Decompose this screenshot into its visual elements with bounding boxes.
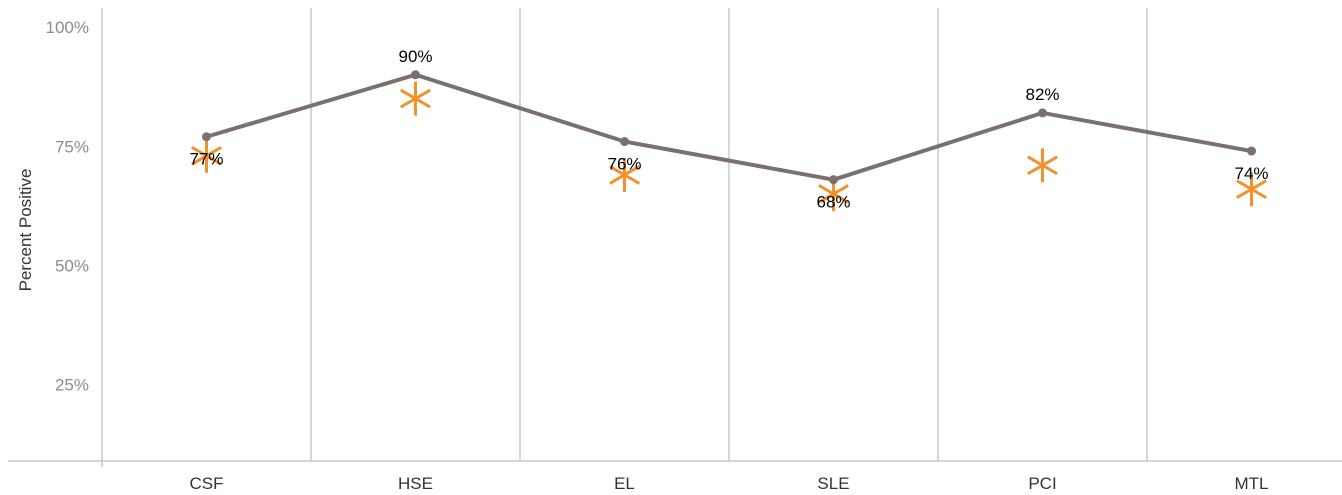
- asterisk-marker: [1027, 148, 1058, 183]
- data-point: [829, 175, 838, 185]
- asterisk-stroke: [400, 88, 431, 109]
- y-tick-label: 75%: [55, 137, 89, 156]
- data-point: [411, 70, 420, 80]
- y-axis-label: Percent Positive: [16, 169, 35, 292]
- x-tick-label: SLE: [817, 474, 849, 493]
- y-tick-label: 50%: [55, 256, 89, 275]
- asterisk-marker: [609, 157, 640, 192]
- asterisk-stroke: [191, 146, 222, 166]
- data-point: [202, 132, 211, 142]
- data-label: 74%: [1234, 164, 1268, 183]
- x-ticks: CSF HSE EL SLE PCI MTL: [190, 474, 1269, 493]
- asterisk-marker: [400, 81, 431, 116]
- asterisk-stroke: [818, 184, 849, 204]
- x-tick-label: CSF: [190, 474, 224, 493]
- asterisk-stroke: [1236, 179, 1267, 199]
- data-point: [1038, 108, 1047, 118]
- asterisk-stroke: [609, 165, 640, 185]
- x-tick-label: HSE: [398, 474, 433, 493]
- y-tick-label: 25%: [55, 376, 89, 395]
- data-label: 68%: [816, 193, 850, 212]
- data-label: 82%: [1025, 85, 1059, 104]
- y-ticks: 100% 75% 50% 25%: [46, 18, 89, 395]
- asterisk-marker: [1236, 172, 1267, 207]
- data-labels: 77% 90% 76% 68% 82% 74%: [189, 47, 1268, 212]
- data-label: 77%: [189, 150, 223, 169]
- x-tick-label: PCI: [1028, 474, 1056, 493]
- asterisk-stroke: [1027, 155, 1058, 176]
- x-tick-label: MTL: [1235, 474, 1269, 493]
- benchmark-series: [191, 81, 1267, 211]
- data-label: 90%: [398, 47, 432, 66]
- percent-positive-series: [202, 70, 1256, 185]
- category-grid: [101, 8, 1148, 467]
- data-point: [1247, 146, 1256, 156]
- asterisk-marker: [191, 138, 222, 173]
- series-line: [205, 72, 1252, 182]
- data-label: 76%: [607, 155, 641, 174]
- y-tick-label: 100%: [46, 18, 89, 37]
- data-point: [620, 137, 629, 147]
- x-tick-label: EL: [614, 474, 635, 493]
